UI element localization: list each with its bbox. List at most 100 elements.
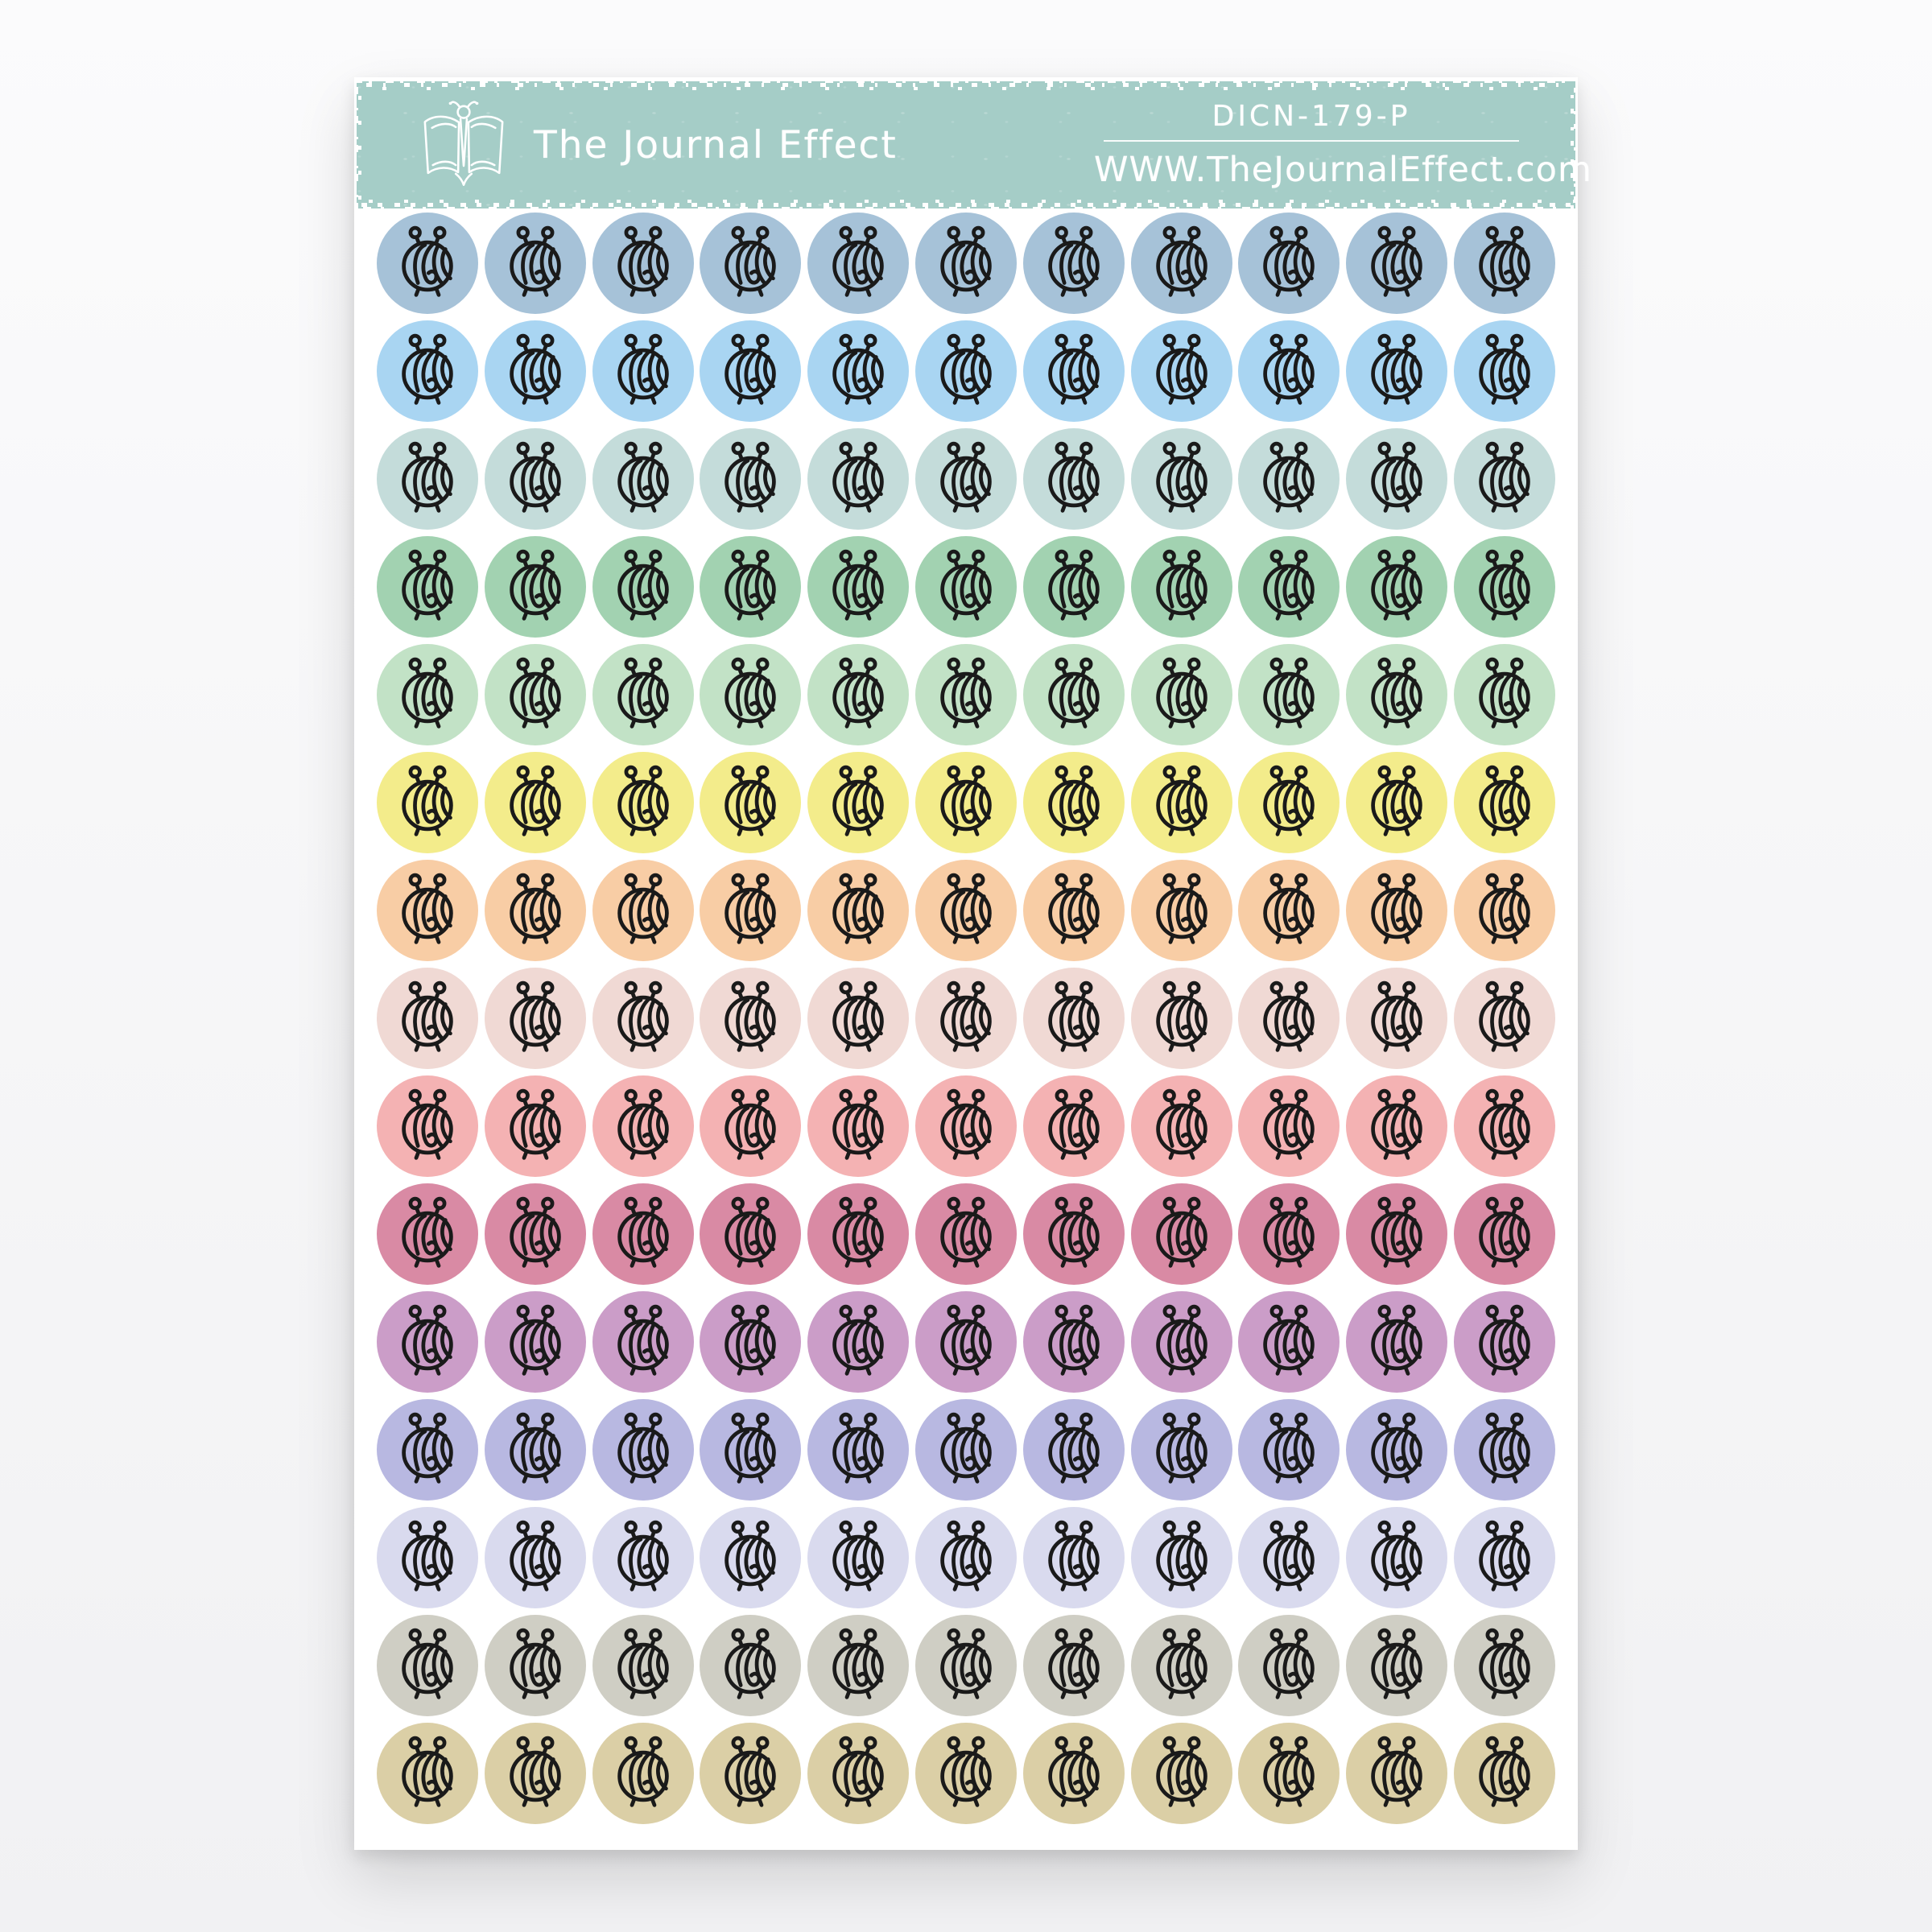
yarn-ball-icon — [932, 332, 1000, 411]
sticker-periwinkle — [1346, 1399, 1448, 1501]
yarn-ball-icon — [1255, 440, 1323, 518]
yarn-ball-icon — [1471, 440, 1538, 518]
product-code: DICN-179-P — [1212, 100, 1411, 133]
yarn-ball-icon — [932, 1087, 1000, 1166]
yarn-ball-icon — [824, 1195, 892, 1274]
yarn-ball-icon — [502, 1410, 569, 1489]
yarn-ball-icon — [932, 979, 1000, 1058]
yarn-ball-icon — [609, 547, 677, 626]
yarn-ball-icon — [502, 1518, 569, 1597]
yarn-ball-icon — [502, 1087, 569, 1166]
yarn-ball-icon — [1040, 1518, 1108, 1597]
sticker-tan — [592, 1723, 694, 1824]
sticker-taupe-gray — [1022, 1615, 1125, 1716]
yarn-ball-icon — [1255, 332, 1323, 411]
sticker-pale-teal — [484, 428, 586, 530]
yarn-ball-icon — [1148, 1410, 1216, 1489]
yarn-ball-icon — [716, 332, 784, 411]
yarn-ball-icon — [932, 547, 1000, 626]
sticker-mint-green — [807, 536, 910, 638]
yarn-ball-icon — [716, 1302, 784, 1381]
sticker-tan — [807, 1723, 910, 1824]
sticker-steel-blue — [1453, 213, 1555, 314]
sticker-tan — [914, 1723, 1017, 1824]
yarn-ball-icon — [1148, 979, 1216, 1058]
sticker-rose — [1022, 1183, 1125, 1285]
yarn-ball-icon — [932, 763, 1000, 842]
sticker-mint-green — [592, 536, 694, 638]
yarn-ball-icon — [1040, 655, 1108, 734]
sticker-mauve — [1346, 1291, 1448, 1393]
yarn-ball-icon — [502, 655, 569, 734]
sticker-tan — [377, 1723, 478, 1824]
yarn-ball-icon — [1148, 1518, 1216, 1597]
sticker-steel-blue — [377, 213, 478, 314]
brand-group: The Journal Effect — [416, 97, 898, 193]
sticker-pale-teal — [1346, 428, 1448, 530]
sticker-periwinkle — [807, 1399, 910, 1501]
sticker-rose — [1130, 1183, 1232, 1285]
sticker-pale-teal — [1453, 428, 1555, 530]
yarn-ball-icon — [394, 440, 461, 518]
sticker-rose — [700, 1183, 802, 1285]
sticker-pale-lavender — [1238, 1507, 1340, 1608]
sticker-mint-green — [377, 536, 478, 638]
sticker-row-rose — [377, 1183, 1555, 1285]
sticker-tan — [1022, 1723, 1125, 1824]
yarn-ball-icon — [1363, 1626, 1430, 1705]
yarn-ball-icon — [1148, 1087, 1216, 1166]
sticker-mint-green — [1022, 536, 1125, 638]
yarn-ball-icon — [394, 979, 461, 1058]
product-info-group: DICN-179-P WWW.TheJournalEffect.com — [1094, 100, 1591, 190]
sticker-pastel-yellow — [484, 752, 586, 853]
sticker-periwinkle — [1130, 1399, 1232, 1501]
sticker-pale-lavender — [914, 1507, 1017, 1608]
sticker-row-mint-green — [377, 536, 1555, 638]
sticker-mauve — [1453, 1291, 1555, 1393]
yarn-ball-icon — [932, 871, 1000, 950]
sticker-peach — [1238, 860, 1340, 961]
sticker-row-pastel-yellow — [377, 752, 1555, 853]
sticker-mauve — [1022, 1291, 1125, 1393]
yarn-ball-icon — [394, 547, 461, 626]
sticker-periwinkle — [592, 1399, 694, 1501]
sticker-mauve — [1238, 1291, 1340, 1393]
yarn-ball-icon — [502, 440, 569, 518]
sticker-peach — [807, 860, 910, 961]
sticker-taupe-gray — [914, 1615, 1017, 1716]
yarn-ball-icon — [502, 763, 569, 842]
sticker-peach — [592, 860, 694, 961]
yarn-ball-icon — [716, 655, 784, 734]
yarn-ball-icon — [716, 979, 784, 1058]
sticker-pale-green — [377, 644, 478, 745]
sticker-sky-blue — [592, 320, 694, 422]
yarn-ball-icon — [716, 1626, 784, 1705]
sticker-periwinkle — [377, 1399, 478, 1501]
yarn-ball-icon — [1040, 332, 1108, 411]
sticker-pastel-yellow — [807, 752, 910, 853]
yarn-ball-icon — [1363, 1302, 1430, 1381]
yarn-ball-icon — [1255, 547, 1323, 626]
yarn-ball-icon — [1471, 1518, 1538, 1597]
yarn-ball-icon — [1471, 1626, 1538, 1705]
sticker-pale-teal — [592, 428, 694, 530]
sticker-salmon-pink — [377, 1075, 478, 1177]
sticker-pale-green — [592, 644, 694, 745]
sticker-blush-pink — [914, 968, 1017, 1069]
sticker-periwinkle — [1238, 1399, 1340, 1501]
yarn-ball-icon — [1471, 1734, 1538, 1813]
sticker-blush-pink — [807, 968, 910, 1069]
yarn-ball-icon — [394, 1302, 461, 1381]
yarn-ball-icon — [1148, 1302, 1216, 1381]
yarn-ball-icon — [1040, 1087, 1108, 1166]
sticker-taupe-gray — [1453, 1615, 1555, 1716]
sticker-sky-blue — [1022, 320, 1125, 422]
yarn-ball-icon — [1471, 1087, 1538, 1166]
sticker-tan — [1130, 1723, 1232, 1824]
sticker-mint-green — [1130, 536, 1232, 638]
sticker-rose — [377, 1183, 478, 1285]
sticker-salmon-pink — [1453, 1075, 1555, 1177]
sticker-tan — [484, 1723, 586, 1824]
sticker-mint-green — [914, 536, 1017, 638]
yarn-ball-icon — [502, 332, 569, 411]
